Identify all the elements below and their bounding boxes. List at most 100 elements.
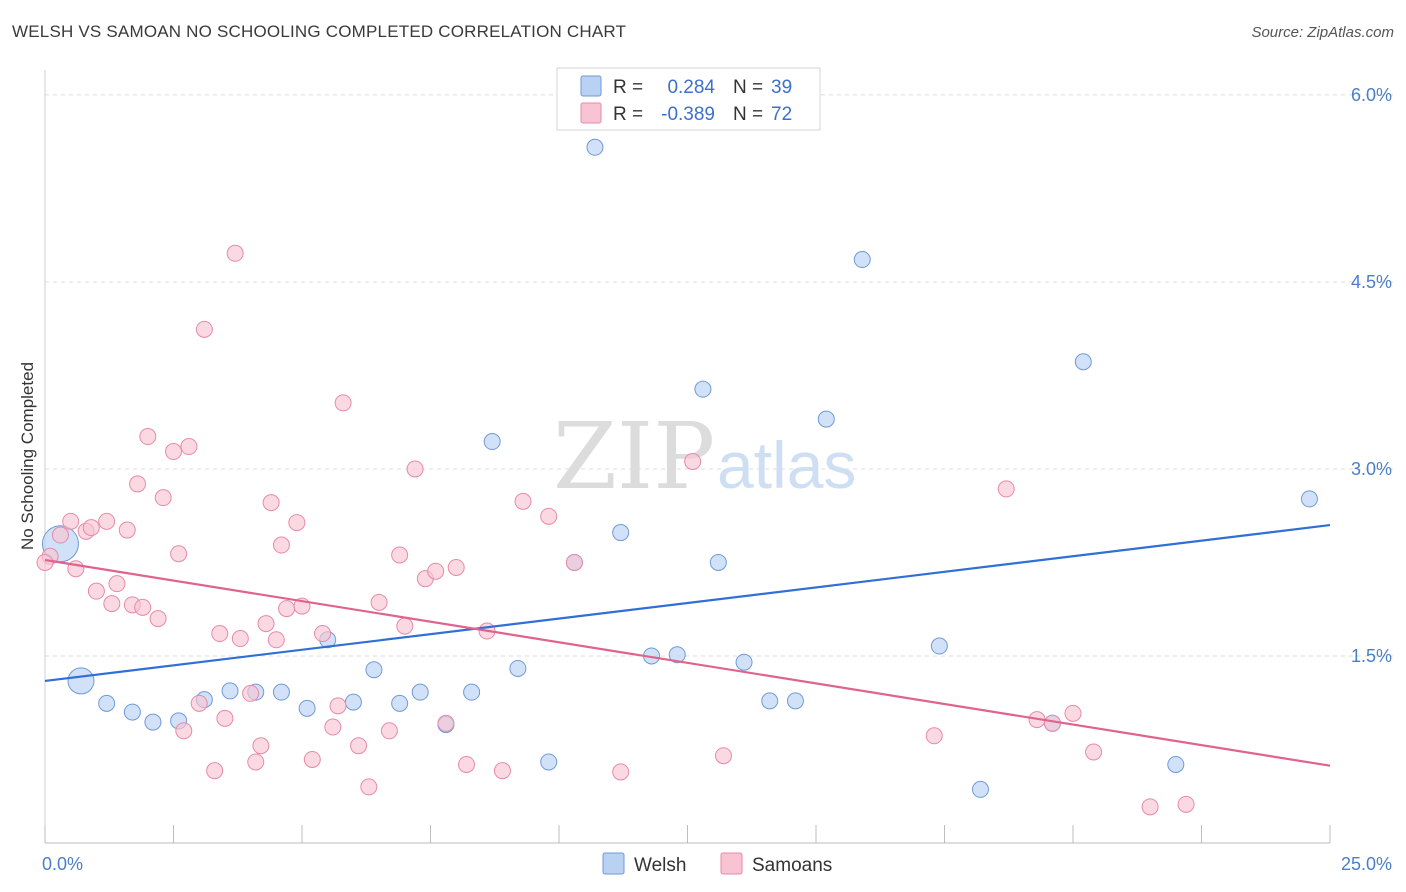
welsh-point-30	[786, 692, 804, 710]
welsh-point-33	[930, 637, 948, 655]
samoans-point-62	[714, 747, 732, 765]
samoans-point-54	[457, 755, 475, 773]
legend-r-label-welsh: R =	[613, 77, 643, 98]
legend-n-label-samoan: N =	[733, 104, 763, 125]
welsh-point-17	[463, 683, 481, 701]
welsh-point-37	[1167, 755, 1185, 773]
samoans-point-58	[540, 507, 558, 525]
samoans-point-32	[262, 494, 280, 512]
y-tick-label-1: 3.0%	[1351, 459, 1392, 479]
samoans-point-53	[447, 558, 465, 576]
samoans-point-48	[396, 617, 414, 635]
y-tick-label-3: 6.0%	[1351, 85, 1392, 105]
samoans-point-34	[272, 536, 290, 554]
samoans-point-31	[257, 615, 275, 633]
legend-swatch-welsh	[580, 75, 602, 97]
samoans-point-39	[314, 625, 332, 643]
samoans-point-23	[206, 762, 224, 780]
welsh-point-27	[709, 553, 727, 571]
samoans-point-68	[1085, 743, 1103, 761]
samoans-point-59	[565, 553, 583, 571]
samoans-point-66	[1043, 714, 1061, 732]
welsh-point-26	[694, 380, 712, 398]
samoans-point-10	[118, 521, 136, 539]
welsh-point-29	[761, 692, 779, 710]
legend-n-value-welsh: 39	[771, 77, 792, 98]
samoans-point-57	[514, 492, 532, 510]
samoans-point-6	[87, 582, 105, 600]
welsh-point-36	[1074, 353, 1092, 371]
samoans-point-21	[190, 694, 208, 712]
samoans-point-24	[211, 625, 229, 643]
welsh-point-1	[67, 667, 95, 695]
welsh-point-25	[668, 646, 686, 664]
welsh-point-14	[391, 694, 409, 712]
samoans-point-63	[925, 727, 943, 745]
watermark: ZIP atlas	[553, 403, 856, 510]
samoans-point-44	[360, 778, 378, 796]
samoans-point-20	[180, 438, 198, 456]
samoans-point-71	[36, 553, 54, 571]
welsh-point-18	[483, 433, 501, 451]
legend-n-value-samoan: 72	[771, 104, 792, 125]
samoans-point-45	[370, 593, 388, 611]
samoans-point-52	[437, 714, 455, 732]
bottom-legend-label-welsh: Welsh	[634, 855, 686, 876]
samoans-point-41	[329, 697, 347, 715]
samoans-point-8	[103, 595, 121, 613]
samoans-point-70	[1177, 795, 1195, 813]
samoans-point-61	[684, 452, 702, 470]
samoans-point-18	[170, 545, 188, 563]
chart-title: WELSH VS SAMOAN NO SCHOOLING COMPLETED C…	[12, 22, 627, 41]
samoans-point-60	[612, 763, 630, 781]
samoans-point-17	[165, 443, 182, 461]
samoans-point-69	[1141, 798, 1159, 816]
samoans-point-28	[242, 684, 260, 702]
welsh-points	[41, 138, 1318, 798]
welsh-point-38	[1300, 490, 1318, 508]
samoans-point-33	[267, 631, 285, 649]
samoans-point-1	[51, 526, 69, 544]
samoans-point-2	[62, 512, 80, 530]
welsh-point-23	[612, 524, 630, 542]
x-tick-labels: 0.0% 25.0%	[42, 854, 1392, 874]
welsh-point-4	[144, 713, 162, 731]
samoans-point-56	[493, 762, 511, 780]
welsh-point-3	[123, 703, 141, 721]
y-tick-label-2: 4.5%	[1351, 272, 1392, 292]
welsh-point-34	[971, 780, 989, 798]
welsh-point-12	[344, 693, 362, 711]
welsh-point-20	[540, 753, 558, 771]
samoans-point-22	[195, 320, 213, 338]
samoans-point-42	[334, 394, 352, 412]
welsh-point-9	[272, 683, 290, 701]
welsh-trend-line	[44, 523, 1331, 683]
samoans-point-9	[108, 575, 126, 593]
samoans-point-46	[380, 722, 398, 740]
bottom-legend: Welsh Samoans	[602, 852, 832, 876]
samoans-point-36	[288, 514, 306, 532]
bottom-legend-swatch-samoan	[720, 852, 743, 875]
samoans-point-7	[98, 512, 116, 530]
samoans-point-47	[391, 546, 409, 564]
legend-swatch-samoan	[580, 102, 602, 124]
samoans-point-26	[226, 244, 244, 262]
samoans-point-5	[82, 519, 100, 537]
welsh-point-7	[221, 682, 239, 700]
samoans-point-64	[997, 480, 1015, 498]
trend-lines	[44, 523, 1331, 767]
samoans-point-15	[149, 610, 167, 628]
samoans-point-13	[134, 598, 152, 616]
x-tick-label-1: 25.0%	[1341, 854, 1392, 874]
y-tick-labels: 1.5% 3.0% 4.5% 6.0%	[1351, 85, 1392, 666]
welsh-point-31	[817, 410, 835, 428]
samoans-trend-line	[44, 558, 1331, 767]
samoans-point-29	[247, 753, 265, 771]
samoans-point-67	[1064, 704, 1082, 722]
samoans-point-19	[175, 722, 193, 740]
samoans-point-27	[231, 630, 249, 648]
legend-box: R = 0.284 N = 39 R = -0.389 N = 72	[556, 67, 821, 131]
welsh-point-22	[586, 138, 604, 156]
legend-r-label-samoan: R =	[613, 104, 643, 125]
